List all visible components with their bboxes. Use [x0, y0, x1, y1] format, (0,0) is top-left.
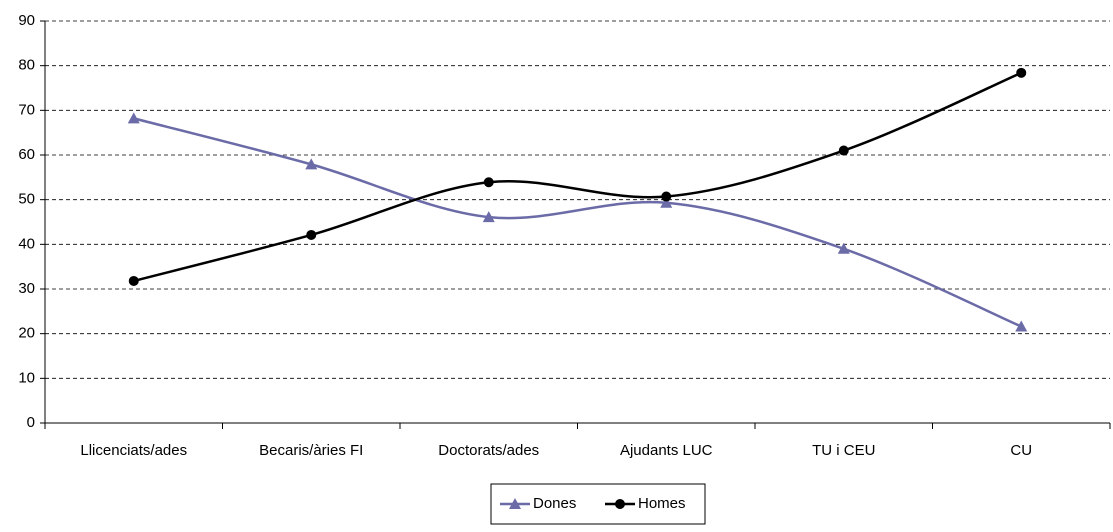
y-tick-label: 50 [18, 191, 35, 208]
marker [660, 196, 673, 208]
legend-marker [615, 499, 625, 509]
legend-label: Dones [533, 495, 576, 512]
y-tick-label: 40 [18, 235, 35, 252]
legend-marker [509, 498, 521, 509]
x-tick-label: CU [1010, 442, 1032, 459]
marker [837, 242, 850, 254]
x-tick-label: Llicenciats/ades [80, 442, 187, 459]
marker [661, 191, 672, 202]
marker [1015, 320, 1028, 332]
x-tick-label: TU i CEU [812, 442, 875, 459]
x-tick-label: Becaris/àries FI [259, 442, 363, 459]
marker [838, 145, 849, 156]
marker [127, 112, 140, 124]
y-tick-label: 60 [18, 146, 35, 163]
legend-label: Homes [638, 495, 686, 512]
marker [128, 275, 139, 286]
series-line [133, 117, 1022, 328]
y-tick-label: 80 [18, 57, 35, 74]
y-tick-label: 10 [18, 369, 35, 386]
marker [483, 177, 494, 188]
y-tick-label: 0 [27, 414, 35, 431]
y-tick-label: 20 [18, 325, 35, 342]
series-line [133, 71, 1022, 283]
marker [1016, 67, 1027, 78]
marker [306, 229, 317, 240]
y-tick-label: 30 [18, 280, 35, 297]
y-tick-label: 70 [18, 101, 35, 118]
marker [482, 211, 495, 223]
y-tick-label: 90 [18, 12, 35, 29]
x-tick-label: Ajudants LUC [620, 442, 713, 459]
x-tick-label: Doctorats/ades [438, 442, 539, 459]
marker [305, 158, 318, 170]
